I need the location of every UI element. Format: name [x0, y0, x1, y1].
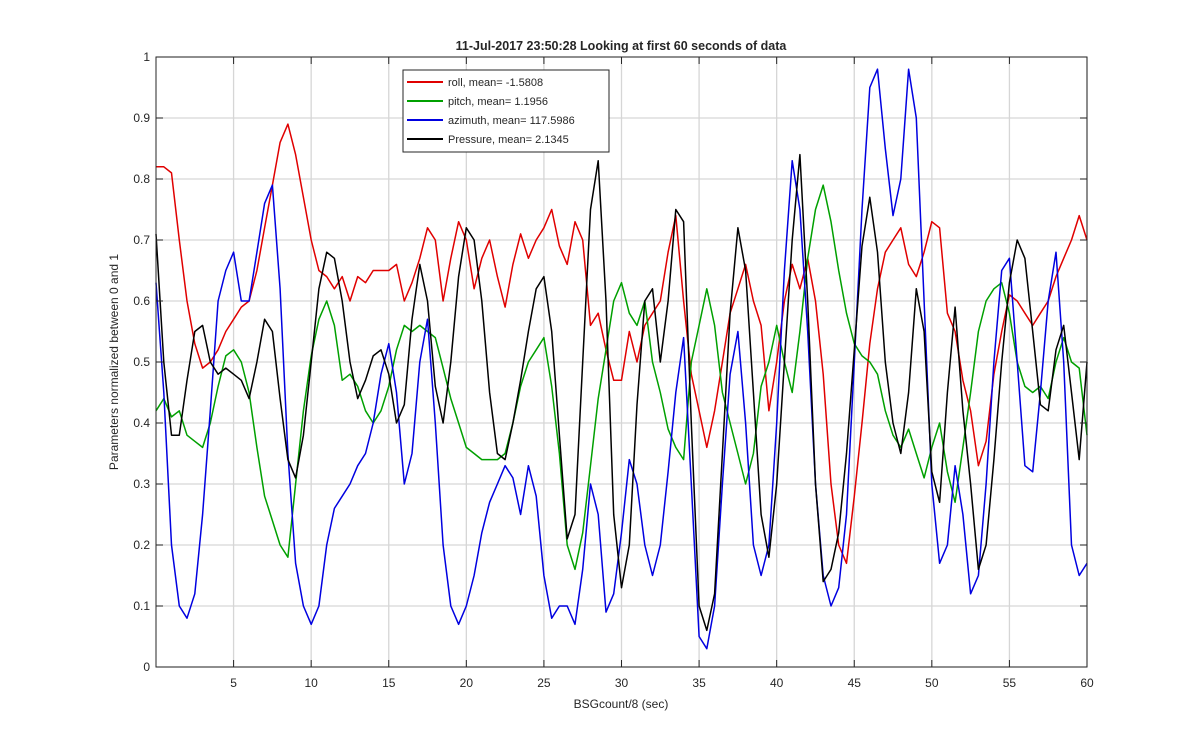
x-tick-label: 10: [304, 676, 318, 690]
y-tick-label: 0.9: [133, 111, 150, 125]
y-tick-label: 0.8: [133, 172, 150, 186]
y-tick-label: 0.5: [133, 355, 150, 369]
y-tick-label: 0.6: [133, 294, 150, 308]
legend: roll, mean= -1.5808 pitch, mean= 1.1956 az…: [402, 69, 610, 153]
y-tick-label: 0.7: [133, 233, 150, 247]
x-tick-label: 35: [692, 676, 706, 690]
y-tick-label: 0.1: [133, 599, 150, 613]
y-tick-label: 0: [143, 660, 150, 674]
legend-label: roll, mean= -1.5808: [448, 77, 543, 89]
y-tick-label: 1: [143, 50, 150, 64]
x-tick-label: 55: [1003, 676, 1017, 690]
legend-label: pitch, mean= 1.1956: [448, 96, 548, 108]
grid: [156, 56, 1088, 668]
series-lines: [155, 68, 1088, 650]
y-axis-label: Parameters normalized between 0 and 1: [107, 254, 121, 470]
x-tick-label: 50: [925, 676, 939, 690]
series-line-2: [155, 68, 1088, 650]
x-tick-label: 40: [770, 676, 784, 690]
axis-ticks: 5 10 15 20 25 30 35 40 45 50 55 60 0 0.1 0.2 0.3 0.4 0.5 0…: [133, 50, 1094, 690]
x-tick-label: 20: [460, 676, 474, 690]
x-tick-label: 60: [1080, 676, 1094, 690]
series-line-0: [156, 123, 1088, 565]
x-tick-label: 15: [382, 676, 396, 690]
y-tick-label: 0.4: [133, 416, 150, 430]
legend-label: azimuth, mean= 117.5986: [448, 115, 575, 127]
chart-title: 11-Jul-2017 23:50:28 Looking at first 60…: [456, 39, 788, 53]
x-axis-label: BSGcount/8 (sec): [574, 697, 669, 711]
legend-label: Pressure, mean= 2.1345: [448, 134, 569, 146]
x-tick-label: 25: [537, 676, 551, 690]
y-tick-label: 0.3: [133, 477, 150, 491]
series-line-3: [155, 153, 1088, 632]
x-tick-label: 30: [615, 676, 629, 690]
x-tick-label: 45: [848, 676, 862, 690]
x-tick-label: 5: [230, 676, 237, 690]
y-tick-label: 0.2: [133, 538, 150, 552]
